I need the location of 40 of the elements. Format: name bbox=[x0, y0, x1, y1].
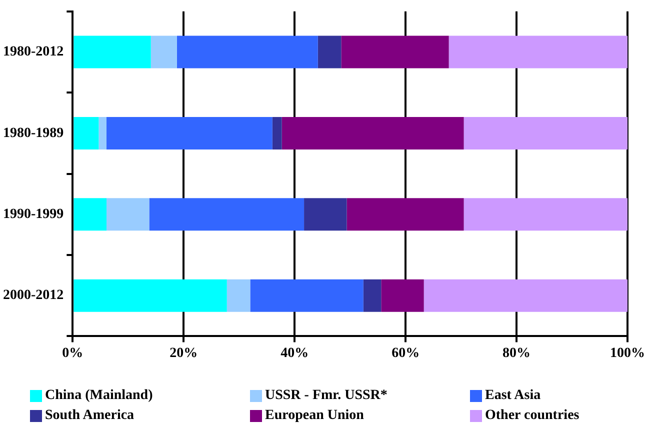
bar bbox=[448, 36, 628, 68]
legend-label: China (Mainland) bbox=[45, 388, 153, 404]
y-tick-label: 2000-2012 bbox=[2, 288, 64, 304]
bar bbox=[341, 36, 449, 68]
legend-label: European Union bbox=[265, 408, 364, 424]
x-tick-label: 40% bbox=[280, 346, 309, 362]
bar bbox=[74, 116, 99, 150]
bar bbox=[363, 279, 382, 312]
y-tick-label: 1990-1999 bbox=[2, 207, 64, 222]
x-tick-label: 20% bbox=[170, 346, 198, 362]
legend-label: Other countries bbox=[485, 408, 580, 424]
x-tick-label: 100% bbox=[610, 346, 645, 362]
bar bbox=[74, 279, 227, 312]
legend-label: USSR - Fmr. USSR* bbox=[265, 388, 388, 404]
bar bbox=[106, 198, 150, 231]
bar bbox=[424, 279, 628, 312]
bar bbox=[250, 279, 364, 312]
bar bbox=[272, 116, 282, 150]
y-tick-label: 1980-2012 bbox=[2, 44, 64, 60]
bar bbox=[304, 198, 347, 231]
bar bbox=[464, 116, 628, 150]
bar bbox=[176, 36, 318, 68]
y-tick-label: 1980-1989 bbox=[2, 126, 64, 141]
bar bbox=[346, 198, 464, 231]
bar bbox=[150, 36, 177, 68]
bar bbox=[381, 279, 424, 312]
x-tick-label: 0% bbox=[62, 346, 84, 362]
bar bbox=[74, 198, 107, 231]
bar bbox=[226, 279, 250, 312]
bar bbox=[318, 36, 342, 68]
x-tick-label: 60% bbox=[392, 346, 420, 362]
bar bbox=[98, 116, 107, 150]
bar bbox=[282, 116, 464, 150]
legend-label: South America bbox=[45, 408, 134, 424]
bar bbox=[106, 116, 272, 150]
bar bbox=[74, 36, 151, 68]
bar bbox=[149, 198, 304, 231]
x-tick-label: 80% bbox=[502, 346, 531, 362]
bar bbox=[464, 198, 628, 231]
legend-label: East Asia bbox=[485, 388, 541, 404]
